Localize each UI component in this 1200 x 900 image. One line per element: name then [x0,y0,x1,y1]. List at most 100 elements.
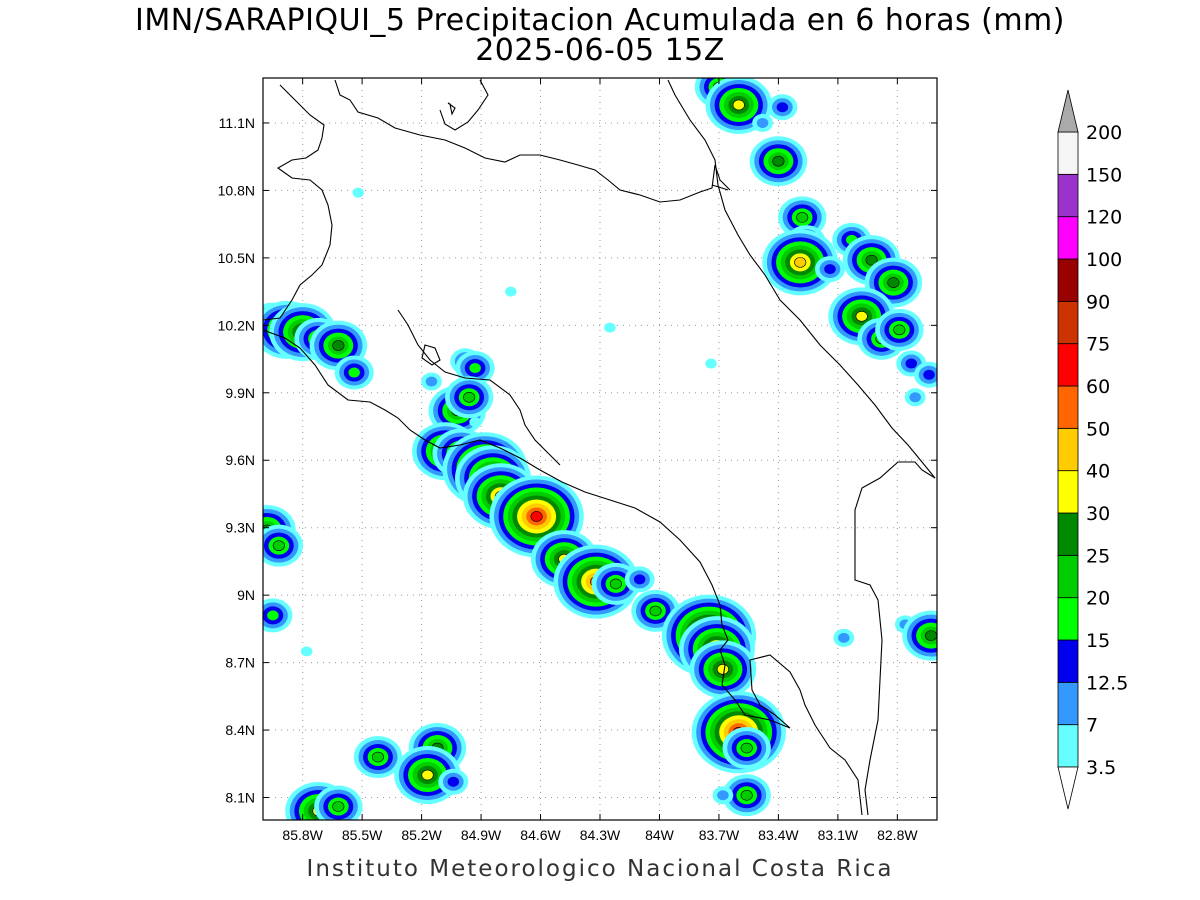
precip-contour [838,632,850,643]
precip-cell [604,322,616,333]
footer-credit: Instituto Meteorologico Nacional Costa R… [306,856,894,882]
colorbar-swatch [1057,724,1079,768]
precip-contour [756,117,769,128]
caribbean-coastline [667,79,936,479]
precip-cell [352,187,364,198]
lon-tick-label: 85.2W [401,827,442,843]
lon-tick-label: 83.7W [699,827,740,843]
precip-contour [469,417,481,428]
precip-cell [752,113,773,132]
precip-contour [272,540,285,551]
precip-contour [447,776,460,787]
precip-contour [604,322,616,333]
colorbar-swatch [1057,343,1079,387]
precip-contour [772,155,785,167]
precip-contour [794,257,807,268]
precip-contour [332,801,345,812]
precip-cell [833,628,855,647]
precip-contour [865,254,878,266]
colorbar-label: 60 [1086,376,1110,398]
lat-tick-label: 10.8N [218,182,255,198]
precip-cell [712,786,734,805]
colorbar-swatch [1057,639,1079,683]
precip-cell [705,358,717,369]
gulf-nicoya [397,309,561,466]
colorbar-label: 150 [1086,164,1122,186]
precip-cell [394,746,461,805]
precip-contour [425,376,438,387]
colorbar-label: 3.5 [1086,757,1116,779]
island-north [711,184,729,191]
precip-contour [469,363,481,374]
lon-tick-label: 85.5W [342,827,383,843]
precip-cell [300,646,313,657]
precip-contour [530,511,543,522]
lon-tick-label: 84W [645,827,675,843]
precip-contour [505,286,517,297]
precip-cell [875,308,924,351]
colorbar-label: 40 [1086,461,1110,483]
precip-cell [749,136,808,187]
lat-tick-label: 8.4N [225,722,255,738]
colorbar-swatch [1057,427,1079,472]
colorbar-label: 30 [1086,503,1110,525]
colorbar-max-triangle [1057,89,1079,133]
colorbar-label: 90 [1086,291,1110,313]
precip-cell [438,768,469,795]
precip-contour [796,212,809,223]
precip-contour [776,102,789,113]
colorbar-label: 20 [1086,588,1110,610]
colorbar-label: 12.5 [1086,672,1128,694]
precip-cell [334,355,374,390]
map-grid [263,78,937,820]
map-subtitle: 2025-06-05 15Z [475,33,725,68]
coastline [263,79,936,816]
colorbar-swatch [1057,554,1079,599]
precipitation-field [263,78,937,820]
precip-contour [887,277,900,288]
lat-tick-label: 9.9N [225,385,255,401]
island [447,102,456,116]
precip-contour [267,610,279,621]
precip-contour [649,605,662,617]
precip-cell [314,785,363,820]
colorbar-label: 120 [1086,207,1122,229]
precip-cell [421,372,442,391]
lat-tick-label: 11.1N [219,115,255,131]
lake-nicaragua-east [439,79,489,131]
precip-contour [893,324,906,336]
precip-contour [740,742,753,754]
colorbar-label: 25 [1086,545,1110,567]
colorbar-swatch [1057,258,1079,302]
precip-cell [904,388,926,407]
precip-contour [348,367,360,378]
lat-tick-label: 9.6N [225,452,255,468]
precip-cell [767,94,798,121]
lon-tick-label: 83.4W [758,827,799,843]
precip-contour [732,99,745,111]
lat-tick-label: 8.1N [225,790,255,806]
lake-nicaragua [334,79,731,203]
pacific-coastline [263,84,333,321]
lon-tick-label: 83.1W [818,827,859,843]
colorbar-label: 100 [1086,249,1122,271]
map-title: IMN/SARAPIQUI_5 Precipitacion Acumulada … [135,3,1065,38]
precip-cell [263,524,304,567]
precip-cell [914,361,937,388]
precip-cell [778,196,827,239]
colorbar-label: 200 [1086,122,1122,144]
precip-contour [923,369,935,380]
colorbar-swatch [1057,681,1079,726]
colorbar-swatch [1057,131,1079,175]
precip-contour [824,264,836,275]
precip-contour [463,391,476,403]
colorbar-swatch [1057,512,1079,556]
precip-cell [353,736,403,779]
colorbar-swatch [1057,300,1079,345]
peninsula-coast [421,344,441,366]
precip-contour [633,574,646,585]
colorbar-swatch [1057,597,1079,641]
colorbar-min-triangle [1057,766,1079,810]
precip-contour [609,578,622,590]
